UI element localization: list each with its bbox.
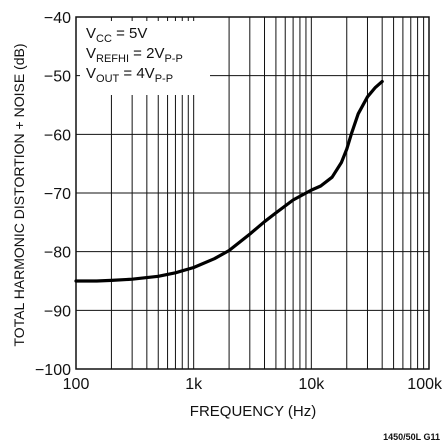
- y-axis-label: TOTAL HARMONIC DISTORTION + NOISE (dB): [11, 44, 27, 347]
- x-axis-label: FREQUENCY (Hz): [190, 403, 316, 420]
- x-tick-label: 100k: [407, 376, 443, 393]
- series-line-thd-noise: [74, 79, 384, 283]
- y-axis-ticks: −40 −50 −60 −70 −80 −90 −100: [35, 10, 71, 379]
- x-tick-label: 100: [63, 376, 90, 393]
- condition-line: VOUT = 4VP-P: [86, 65, 173, 85]
- y-tick-label: −90: [44, 303, 71, 320]
- x-tick-label: 10k: [298, 376, 325, 393]
- plot-frame: [75, 16, 430, 370]
- y-tick-label: −70: [44, 186, 71, 203]
- x-axis-ticks: 100 1k 10k 100k: [63, 376, 443, 393]
- y-tick-label: −50: [44, 69, 71, 86]
- y-tick-label: −80: [44, 245, 71, 262]
- figure-footnote: 1450/50L G11: [383, 432, 440, 442]
- condition-line: VREFHI = 2VP-P: [86, 45, 183, 65]
- conditions-box: [80, 21, 210, 95]
- y-tick-label: −40: [44, 10, 71, 27]
- y-tick-label: −60: [44, 127, 71, 144]
- condition-line: VCC = 5V: [86, 25, 147, 45]
- x-tick-label: 1k: [185, 376, 203, 393]
- y-tick-label: −100: [35, 362, 71, 379]
